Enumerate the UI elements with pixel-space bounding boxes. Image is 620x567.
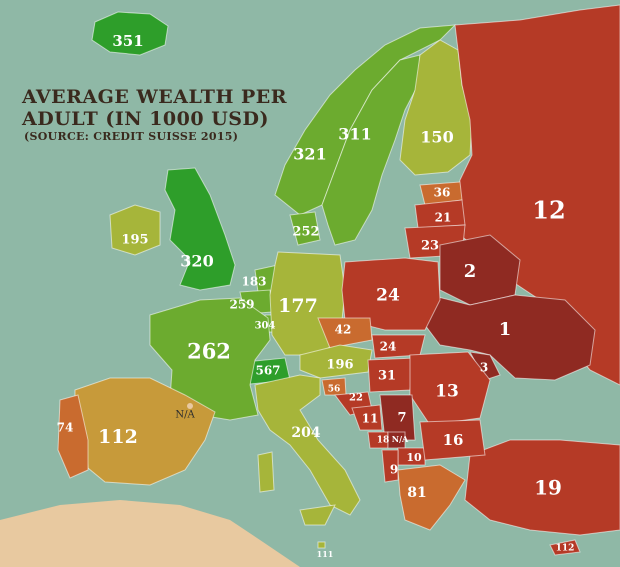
label-albania: 9 bbox=[390, 463, 398, 477]
country-bulgaria[interactable] bbox=[419, 419, 486, 461]
label-romania: 13 bbox=[435, 382, 459, 402]
country-turkey[interactable] bbox=[464, 439, 620, 536]
country-cyprus[interactable] bbox=[549, 539, 581, 556]
label-luxembourg: 304 bbox=[255, 321, 276, 332]
label-moldova: 3 bbox=[480, 361, 488, 375]
country-czechia[interactable] bbox=[317, 317, 373, 349]
country-ukraine[interactable] bbox=[424, 294, 596, 381]
country-ireland[interactable] bbox=[109, 204, 161, 256]
label-norway: 321 bbox=[293, 145, 326, 164]
country-iceland[interactable] bbox=[91, 11, 169, 56]
label-malta: 111 bbox=[317, 549, 334, 559]
country-bosnia[interactable] bbox=[351, 404, 383, 431]
label-belarus: 2 bbox=[464, 261, 477, 282]
country-serbia[interactable] bbox=[379, 394, 416, 441]
country-denmark[interactable] bbox=[289, 211, 321, 246]
map-source: (Source: Credit Suisse 2015) bbox=[24, 130, 239, 143]
label-russia: 12 bbox=[532, 196, 565, 225]
label-montenegro: 18 bbox=[377, 436, 390, 446]
country-greece[interactable] bbox=[397, 464, 466, 531]
north-africa bbox=[0, 500, 300, 567]
label-greece: 81 bbox=[407, 485, 426, 501]
country-sicily[interactable] bbox=[299, 504, 336, 526]
label-poland: 24 bbox=[376, 286, 400, 306]
label-ireland: 195 bbox=[121, 233, 148, 248]
label-sweden: 311 bbox=[338, 125, 371, 144]
country-uk[interactable] bbox=[164, 167, 236, 291]
country-andorra[interactable] bbox=[187, 403, 193, 409]
label-france: 262 bbox=[187, 339, 231, 364]
map-title: Average wealth per adult (in 1000 USD) bbox=[22, 86, 288, 130]
country-austria[interactable] bbox=[299, 344, 373, 379]
label-portugal: 74 bbox=[57, 421, 74, 435]
country-italy[interactable] bbox=[254, 374, 361, 516]
label-estonia: 36 bbox=[434, 186, 451, 200]
label-slovakia: 24 bbox=[380, 340, 397, 354]
label-austria: 196 bbox=[326, 358, 353, 373]
label-ukraine: 1 bbox=[499, 319, 512, 340]
label-netherlands: 183 bbox=[241, 275, 266, 289]
label-germany: 177 bbox=[278, 295, 318, 317]
country-sweden[interactable] bbox=[321, 54, 421, 246]
label-turkey: 19 bbox=[534, 476, 562, 500]
label-latvia: 21 bbox=[435, 211, 452, 225]
label-macedonia: 10 bbox=[406, 451, 422, 464]
label-serbia: 7 bbox=[397, 411, 406, 426]
label-switzerland: 567 bbox=[255, 364, 280, 378]
label-lithuania: 23 bbox=[421, 239, 439, 254]
country-malta[interactable] bbox=[317, 541, 326, 549]
label-hungary: 31 bbox=[378, 369, 396, 384]
label-croatia: 22 bbox=[349, 393, 363, 404]
label-bulgaria: 16 bbox=[443, 431, 464, 449]
label-finland: 150 bbox=[420, 128, 453, 147]
country-france[interactable] bbox=[149, 297, 271, 421]
label-andorra: N/A bbox=[175, 410, 195, 421]
country-albania[interactable] bbox=[381, 449, 399, 483]
country-poland[interactable] bbox=[341, 257, 441, 331]
label-czechia: 42 bbox=[335, 323, 352, 337]
label-bosnia: 11 bbox=[362, 412, 379, 426]
label-cyprus: 112 bbox=[556, 544, 575, 554]
label-denmark: 252 bbox=[292, 225, 319, 240]
country-sardinia[interactable] bbox=[257, 451, 275, 493]
label-iceland: 351 bbox=[112, 32, 143, 50]
label-italy: 204 bbox=[291, 425, 320, 441]
label-spain: 112 bbox=[98, 426, 138, 448]
label-uk: 320 bbox=[180, 252, 213, 271]
label-slovenia: 56 bbox=[328, 385, 341, 395]
country-portugal[interactable] bbox=[57, 394, 89, 479]
label-belgium: 259 bbox=[229, 298, 254, 312]
label-kosovo: N/A bbox=[392, 434, 409, 444]
country-finland[interactable] bbox=[399, 39, 473, 176]
